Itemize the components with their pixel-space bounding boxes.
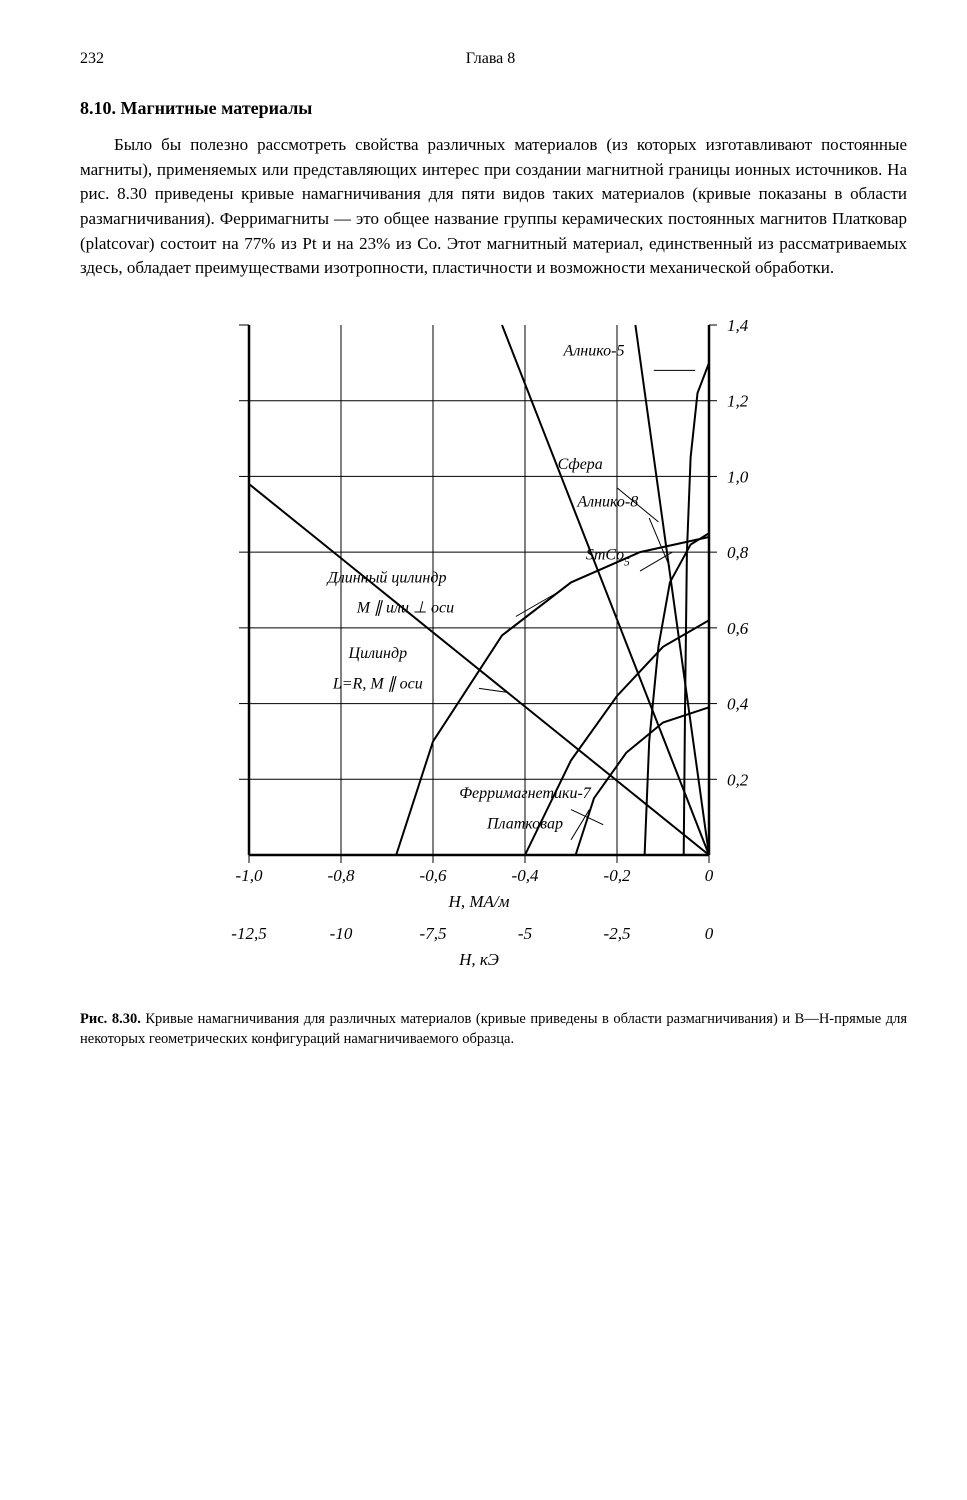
svg-text:0,2: 0,2 xyxy=(727,770,749,789)
svg-text:H, МА/м: H, МА/м xyxy=(447,892,509,911)
svg-text:-2,5: -2,5 xyxy=(603,924,630,943)
svg-text:0,4: 0,4 xyxy=(727,694,749,713)
svg-text:М ∥ или ⊥ оси: М ∥ или ⊥ оси xyxy=(355,600,453,617)
svg-text:-0,6: -0,6 xyxy=(419,866,446,885)
svg-text:0,8: 0,8 xyxy=(727,543,749,562)
svg-text:Сфера: Сфера xyxy=(557,456,602,473)
svg-text:0,6: 0,6 xyxy=(727,619,749,638)
svg-text:-0,8: -0,8 xyxy=(327,866,354,885)
svg-text:-5: -5 xyxy=(517,924,531,943)
figure-caption: Рис. 8.30. Кривые намагничивания для раз… xyxy=(80,1009,907,1050)
svg-text:Ферримагнетики-7: Ферримагнетики-7 xyxy=(459,785,592,802)
svg-text:Алнико-8: Алнико-8 xyxy=(576,494,638,511)
svg-text:1,4: 1,4 xyxy=(727,316,749,335)
svg-text:0: 0 xyxy=(704,924,713,943)
svg-text:Алнико-5: Алнико-5 xyxy=(562,342,624,359)
body-paragraph: Было бы полезно рассмотреть свойства раз… xyxy=(80,133,907,281)
svg-text:-12,5: -12,5 xyxy=(231,924,266,943)
svg-text:H, кЭ: H, кЭ xyxy=(458,950,499,969)
svg-text:1,0: 1,0 xyxy=(727,467,749,486)
caption-body: Кривые намагничивания для различных мате… xyxy=(80,1011,907,1047)
svg-text:Цилиндр: Цилиндр xyxy=(347,645,407,662)
page-header: 232 Глава 8 xyxy=(80,50,907,68)
svg-text:-1,0: -1,0 xyxy=(235,866,262,885)
page-number: 232 xyxy=(80,50,104,68)
demagnetization-chart: 0,2 0,4 0,6 0,8 1,0 1,2 1,4 -1,0 -0,8 -0,6 -0,4 -0,… xyxy=(154,305,834,985)
svg-text:0: 0 xyxy=(704,866,713,885)
svg-text:Платковар: Платковар xyxy=(486,815,563,832)
caption-lead: Рис. 8.30. xyxy=(80,1011,141,1027)
svg-text:Длинный цилиндр: Длинный цилиндр xyxy=(325,569,446,586)
figure-8-30: 0,2 0,4 0,6 0,8 1,0 1,2 1,4 -1,0 -0,8 -0,6 -0,4 -0,… xyxy=(80,305,907,985)
svg-text:-10: -10 xyxy=(329,924,352,943)
svg-text:-0,2: -0,2 xyxy=(603,866,630,885)
svg-text:-7,5: -7,5 xyxy=(419,924,446,943)
svg-text:L=R, М ∥ оси: L=R, М ∥ оси xyxy=(331,675,422,692)
svg-text:1,2: 1,2 xyxy=(727,392,749,411)
section-title: 8.10. Магнитные материалы xyxy=(80,98,907,119)
chapter-label: Глава 8 xyxy=(104,50,877,68)
svg-text:-0,4: -0,4 xyxy=(511,866,538,885)
